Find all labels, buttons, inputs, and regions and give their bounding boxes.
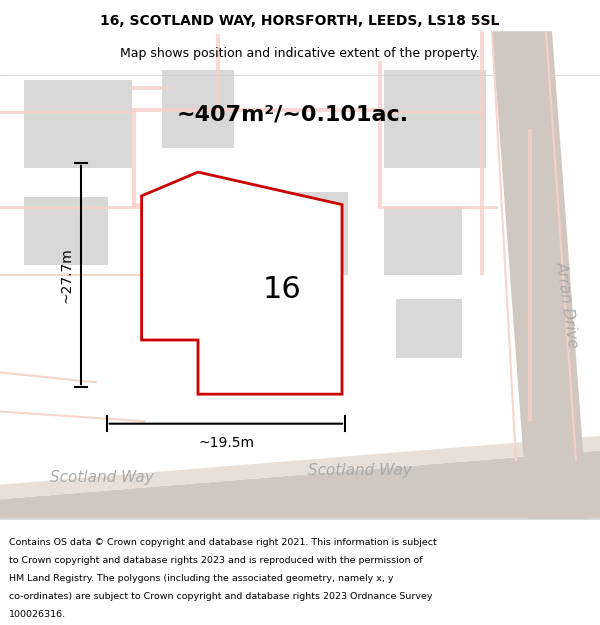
- Bar: [378, 206, 498, 209]
- Text: Map shows position and indicative extent of the property.: Map shows position and indicative extent…: [120, 48, 480, 61]
- Bar: [228, 212, 282, 246]
- Bar: [132, 203, 228, 207]
- Text: ~19.5m: ~19.5m: [199, 436, 255, 450]
- Text: to Crown copyright and database rights 2023 and is reproduced with the permissio: to Crown copyright and database rights 2…: [9, 556, 422, 565]
- Polygon shape: [0, 436, 600, 499]
- Bar: [177, 226, 285, 314]
- Bar: [132, 107, 384, 112]
- Text: 100026316.: 100026316.: [9, 610, 66, 619]
- Bar: [528, 129, 532, 421]
- Polygon shape: [142, 172, 342, 394]
- Bar: [480, 31, 484, 275]
- Bar: [216, 34, 220, 112]
- Bar: [240, 192, 348, 275]
- Bar: [24, 80, 132, 168]
- Bar: [0, 111, 132, 114]
- Text: Scotland Way: Scotland Way: [50, 470, 154, 485]
- Polygon shape: [0, 451, 600, 519]
- Bar: [0, 206, 228, 209]
- Bar: [24, 197, 108, 265]
- Bar: [396, 299, 462, 358]
- Text: HM Land Registry. The polygons (including the associated geometry, namely x, y: HM Land Registry. The polygons (includin…: [9, 574, 394, 583]
- Bar: [132, 86, 168, 90]
- Text: co-ordinates) are subject to Crown copyright and database rights 2023 Ordnance S: co-ordinates) are subject to Crown copyr…: [9, 592, 433, 601]
- Text: ~27.7m: ~27.7m: [59, 247, 73, 303]
- Text: 16: 16: [263, 275, 301, 304]
- Bar: [132, 109, 136, 207]
- Text: Arran Drive: Arran Drive: [553, 260, 581, 349]
- Bar: [384, 207, 462, 275]
- Text: ~407m²/~0.101ac.: ~407m²/~0.101ac.: [177, 104, 409, 124]
- Bar: [162, 70, 234, 148]
- Bar: [378, 61, 382, 207]
- Text: Contains OS data © Crown copyright and database right 2021. This information is : Contains OS data © Crown copyright and d…: [9, 538, 437, 547]
- Polygon shape: [492, 31, 588, 519]
- Text: Scotland Way: Scotland Way: [308, 462, 412, 478]
- Bar: [378, 111, 486, 114]
- Text: 16, SCOTLAND WAY, HORSFORTH, LEEDS, LS18 5SL: 16, SCOTLAND WAY, HORSFORTH, LEEDS, LS18…: [100, 14, 500, 28]
- Bar: [384, 70, 486, 168]
